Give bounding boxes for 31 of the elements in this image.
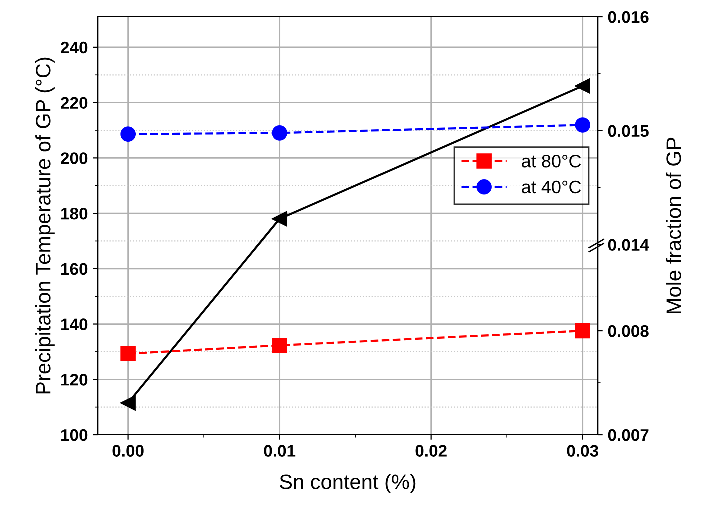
x-tick-label: 0.00	[112, 445, 144, 457]
y2-tick-label: 0.007	[608, 429, 649, 442]
y3-tick-label: 0.015	[608, 125, 649, 138]
y2-axis-title: Mole fraction of GP	[666, 138, 682, 314]
point	[272, 338, 288, 354]
y-tick-label: 220	[61, 97, 88, 110]
point	[120, 126, 136, 142]
y-tick-label: 240	[61, 42, 88, 54]
y-tick-label: 100	[62, 429, 88, 442]
x-axis-title: Sn content (%)	[280, 474, 416, 494]
x-tick-label: 0.03	[567, 445, 598, 457]
point	[575, 118, 590, 133]
y-axis-title: Precipitation Temperature of GP (°C)	[35, 58, 55, 394]
y3-tick-label: 0.016	[608, 11, 649, 24]
point	[575, 78, 590, 94]
point	[272, 126, 288, 141]
point	[120, 346, 136, 362]
x-tick-label: 0.01	[264, 445, 296, 457]
y2-tick-label: 0.008	[608, 325, 649, 338]
legend-label: at 40°C	[522, 180, 582, 194]
point	[120, 396, 136, 411]
y-tick-label: 180	[62, 208, 88, 220]
y-tick-label: 140	[62, 318, 88, 330]
y3-tick-label: 0.014	[608, 239, 650, 251]
y-tick-label: 160	[62, 263, 88, 276]
point	[575, 323, 590, 339]
y-tick-label: 200	[61, 152, 88, 164]
y-tick-label: 120	[62, 374, 88, 386]
legend-label: at 80°C	[522, 154, 582, 168]
x-tick-label: 0.02	[416, 445, 447, 457]
point	[272, 211, 288, 227]
